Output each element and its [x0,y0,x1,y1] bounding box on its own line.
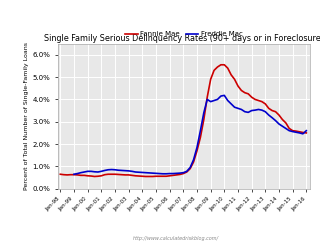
Title: Single Family Serious Delinquency Rates (90+ days or in Foreclosure): Single Family Serious Delinquency Rates … [44,34,320,43]
Freddie Mac [72,173,76,176]
Freddie Mac [222,94,226,97]
Freddie Mac [147,171,151,174]
Fannie Mae [185,171,189,174]
Freddie Mac [116,169,120,172]
Freddie Mac [304,129,308,132]
Fannie Mae [144,175,148,178]
Freddie Mac [151,172,155,174]
Fannie Mae [277,113,281,116]
Fannie Mae [59,173,62,176]
Line: Freddie Mac: Freddie Mac [74,95,306,174]
Line: Fannie Mae: Fannie Mae [60,65,306,176]
Text: http://www.calculatedriskblog.com/: http://www.calculatedriskblog.com/ [133,235,219,241]
Freddie Mac [205,98,209,101]
Fannie Mae [116,173,120,176]
Fannie Mae [92,175,96,178]
Freddie Mac [301,132,305,135]
Freddie Mac [89,170,93,173]
Fannie Mae [270,109,274,112]
Y-axis label: Percent of Total Number of Single-Family Loans: Percent of Total Number of Single-Family… [24,42,29,190]
Fannie Mae [304,131,308,134]
Legend: Fannie Mae, Freddie Mac: Fannie Mae, Freddie Mac [123,28,245,40]
Fannie Mae [287,127,291,130]
Fannie Mae [219,63,223,66]
